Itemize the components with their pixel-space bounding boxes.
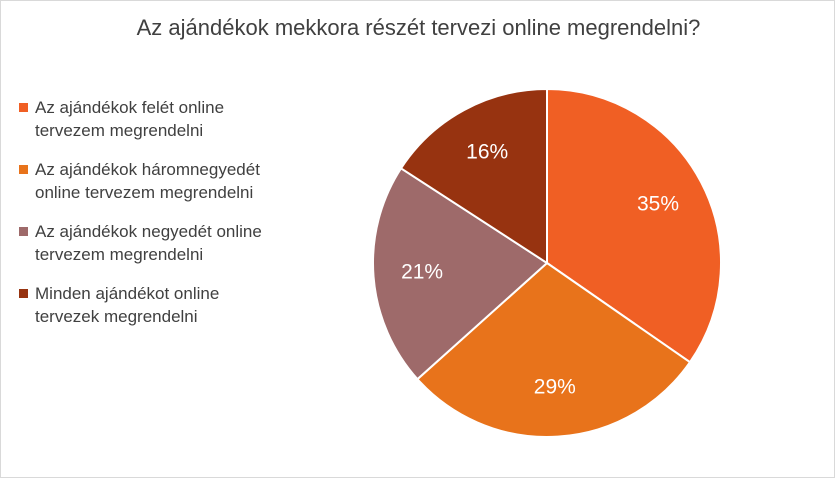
legend-label: Az ajándékok felét online tervezem megre…: [35, 98, 225, 140]
data-label: 21%: [401, 260, 443, 283]
legend-label: Minden ajándékot online tervezek megrend…: [35, 284, 220, 326]
legend-item: Az ajándékok negyedét online tervezem me…: [19, 220, 264, 266]
legend-item: Az ajándékok felét online tervezem megre…: [19, 96, 264, 142]
legend-item: Minden ajándékot online tervezek megrend…: [19, 282, 264, 328]
pie-slice: [399, 87, 548, 265]
data-label: 29%: [534, 376, 576, 399]
chart-title: Az ajándékok mekkora részét tervezi onli…: [136, 15, 701, 40]
legend-swatch: [19, 289, 28, 298]
data-label: 16%: [466, 140, 508, 163]
legend-label: Az ajándékok háromnegyedét online tervez…: [35, 160, 260, 202]
pie-slice: [416, 261, 692, 438]
legend-swatch: [19, 103, 28, 112]
legend: Az ajándékok felét online tervezem megre…: [19, 96, 264, 344]
data-label: 35%: [637, 192, 679, 215]
legend-label: Az ajándékok negyedét online tervezem me…: [35, 222, 262, 264]
legend-item: Az ajándékok háromnegyedét online tervez…: [19, 158, 264, 204]
pie-slice: [372, 166, 549, 381]
legend-swatch: [19, 165, 28, 174]
legend-swatch: [19, 227, 28, 236]
pie-slice: [546, 87, 722, 364]
